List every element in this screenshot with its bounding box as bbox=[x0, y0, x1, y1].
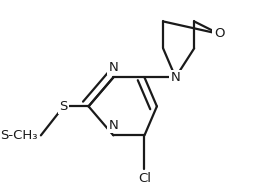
Text: N: N bbox=[171, 71, 180, 84]
Text: O: O bbox=[214, 27, 224, 40]
Text: Cl: Cl bbox=[138, 172, 151, 185]
Text: S-CH₃: S-CH₃ bbox=[0, 129, 38, 142]
Text: N: N bbox=[108, 61, 118, 74]
Text: N: N bbox=[108, 119, 118, 132]
Text: S: S bbox=[59, 100, 68, 113]
